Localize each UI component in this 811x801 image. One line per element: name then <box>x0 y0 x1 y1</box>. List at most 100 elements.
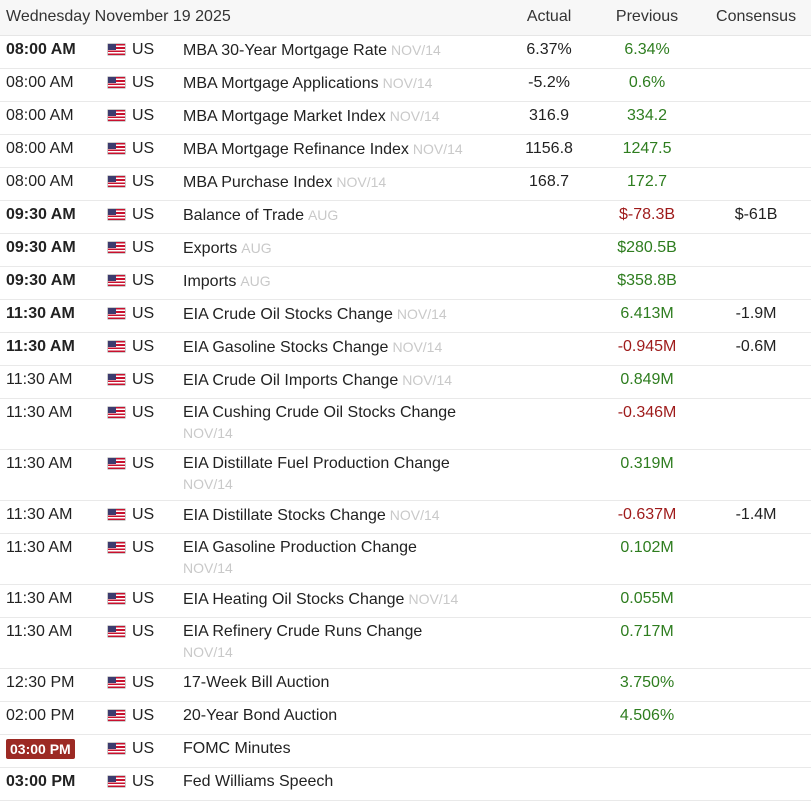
event-row[interactable]: 08:00 AM US MBA Mortgage Refinance Index NO… <box>0 134 811 168</box>
event-row[interactable]: 11:30 AM US EIA Crude Oil Imports Change NO… <box>0 365 811 399</box>
previous-cell: 4.506% <box>593 701 702 735</box>
event-time: 09:30 AM <box>6 205 76 223</box>
event-name-link[interactable]: Exports <box>183 239 238 257</box>
event-reference: NOV/14 <box>389 107 440 124</box>
actual-cell <box>505 233 594 267</box>
actual-cell <box>505 332 594 366</box>
event-row[interactable]: 11:30 AM US EIA Refinery Crude Runs Change… <box>0 617 811 669</box>
event-name-link[interactable]: 17-Week Bill Auction <box>183 673 330 691</box>
event-row[interactable]: 03:00 PM US Fed Williams Speech <box>0 767 811 801</box>
event-name-cell: MBA Mortgage Refinance Index NOV/14 <box>183 134 506 168</box>
event-row[interactable]: 11:30 AM US EIA Distillate Fuel Production… <box>0 449 811 501</box>
actual-cell <box>505 617 594 669</box>
event-consensus <box>701 267 811 272</box>
event-name-link[interactable]: EIA Gasoline Production Change <box>183 538 417 556</box>
event-actual <box>505 669 593 674</box>
event-reference: NOV/14 <box>183 643 233 660</box>
event-row[interactable]: 11:30 AM US EIA Cushing Crude Oil Stocks C… <box>0 398 811 450</box>
event-row[interactable]: 09:30 AM US Balance of Trade AUG $-78.3B $-61… <box>0 200 811 234</box>
event-previous: 172.7 <box>627 172 668 190</box>
event-name-link[interactable]: EIA Crude Oil Stocks Change <box>183 305 393 323</box>
previous-cell: -0.945M <box>593 332 702 366</box>
event-row[interactable]: 02:00 PM US 20-Year Bond Auction 4.506% <box>0 701 811 735</box>
actual-column-header[interactable]: Actual <box>505 0 594 36</box>
flag-cell <box>108 68 128 102</box>
event-time: 11:30 AM <box>6 505 73 523</box>
actual-cell <box>505 734 594 768</box>
event-name-link[interactable]: MBA Mortgage Applications <box>183 74 379 92</box>
event-country: US <box>132 538 155 556</box>
event-row[interactable]: 08:00 AM US MBA Purchase Index NOV/14 168.7 1… <box>0 167 811 201</box>
event-country: US <box>132 337 155 355</box>
event-time-cell: 11:30 AM <box>0 617 108 669</box>
previous-column-header[interactable]: Previous <box>593 0 702 36</box>
event-time-cell: 08:00 AM <box>0 68 108 102</box>
event-row[interactable]: 09:30 AM US Imports AUG $358.8B <box>0 266 811 300</box>
event-name-cell: EIA Distillate Stocks Change NOV/14 <box>183 500 506 534</box>
event-name-link[interactable]: EIA Refinery Crude Runs Change <box>183 622 423 640</box>
flag-cell <box>108 101 128 135</box>
country-cell: US <box>128 617 183 669</box>
country-cell: US <box>128 398 183 450</box>
event-time-cell: 02:00 PM <box>0 701 108 735</box>
previous-cell: 1247.5 <box>593 134 702 168</box>
event-name-link[interactable]: FOMC Minutes <box>183 739 291 757</box>
event-name-link[interactable]: EIA Heating Oil Stocks Change <box>183 590 405 608</box>
country-cell: US <box>128 167 183 201</box>
event-name-link[interactable]: MBA Mortgage Market Index <box>183 107 386 125</box>
event-name-link[interactable]: EIA Gasoline Stocks Change <box>183 338 389 356</box>
actual-cell <box>505 701 594 735</box>
us-flag-icon <box>108 175 125 187</box>
event-name-link[interactable]: EIA Distillate Stocks Change <box>183 506 386 524</box>
event-time-cell: 11:30 AM <box>0 365 108 399</box>
event-name-link[interactable]: 20-Year Bond Auction <box>183 706 338 724</box>
event-name-link[interactable]: MBA Mortgage Refinance Index <box>183 140 409 158</box>
previous-cell: 0.319M <box>593 449 702 501</box>
event-time-cell: 11:30 AM <box>0 299 108 333</box>
event-time: 03:00 PM <box>6 772 76 790</box>
event-row[interactable]: 12:30 PM US 17-Week Bill Auction 3.750% <box>0 668 811 702</box>
country-cell: US <box>128 68 183 102</box>
us-flag-icon <box>108 307 125 319</box>
event-name-link[interactable]: Fed Williams Speech <box>183 772 334 790</box>
event-time-cell: 03:00 PM <box>0 767 108 801</box>
event-name-link[interactable]: Imports <box>183 272 237 290</box>
event-row[interactable]: 11:30 AM US EIA Gasoline Stocks Change NOV/… <box>0 332 811 366</box>
event-previous: $358.8B <box>617 271 677 289</box>
event-previous: 0.055M <box>620 589 674 607</box>
country-cell: US <box>128 200 183 234</box>
consensus-cell <box>701 701 811 735</box>
event-previous: 0.102M <box>620 538 674 556</box>
event-country: US <box>132 172 155 190</box>
event-row[interactable]: 08:00 AM US MBA 30-Year Mortgage Rate NOV/1… <box>0 35 811 69</box>
event-previous: $280.5B <box>617 238 677 256</box>
event-name-link[interactable]: EIA Distillate Fuel Production Change <box>183 454 450 472</box>
event-row[interactable]: 11:30 AM US EIA Crude Oil Stocks Change NOV… <box>0 299 811 333</box>
event-time: 11:30 AM <box>6 622 73 640</box>
event-row[interactable]: 11:30 AM US EIA Heating Oil Stocks Change N… <box>0 584 811 618</box>
flag-cell <box>108 668 128 702</box>
event-name-link[interactable]: Balance of Trade <box>183 206 304 224</box>
event-previous: 0.717M <box>620 622 674 640</box>
consensus-column-header[interactable]: Consensus <box>701 0 811 36</box>
event-name-link[interactable]: MBA 30-Year Mortgage Rate <box>183 41 387 59</box>
event-name-link[interactable]: EIA Cushing Crude Oil Stocks Change <box>183 403 457 421</box>
us-flag-icon <box>108 625 125 637</box>
event-name-link[interactable]: MBA Purchase Index <box>183 173 333 191</box>
previous-cell <box>593 767 702 801</box>
event-row[interactable]: 08:00 AM US MBA Mortgage Market Index NOV/1… <box>0 101 811 135</box>
event-previous: 0.319M <box>620 454 674 472</box>
flag-cell <box>108 134 128 168</box>
event-name-link[interactable]: EIA Crude Oil Imports Change <box>183 371 399 389</box>
event-row[interactable]: 11:30 AM US EIA Gasoline Production Change… <box>0 533 811 585</box>
actual-cell <box>505 584 594 618</box>
event-name-cell: FOMC Minutes <box>183 734 506 768</box>
event-time-cell: 09:30 AM <box>0 200 108 234</box>
event-row[interactable]: 11:30 AM US EIA Distillate Stocks Change NO… <box>0 500 811 534</box>
event-row[interactable]: 09:30 AM US Exports AUG $280.5B <box>0 233 811 267</box>
event-reference: NOV/14 <box>382 74 433 91</box>
event-row[interactable]: 08:00 AM US MBA Mortgage Applications NOV/1… <box>0 68 811 102</box>
event-row[interactable]: 03:00 PM US FOMC Minutes <box>0 734 811 768</box>
event-reference: NOV/14 <box>412 140 463 157</box>
event-actual <box>505 735 593 740</box>
